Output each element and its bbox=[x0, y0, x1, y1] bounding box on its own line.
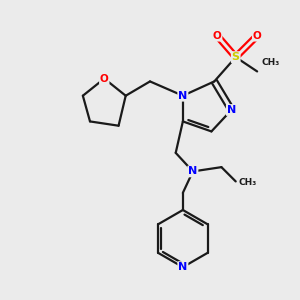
Text: N: N bbox=[178, 91, 188, 101]
Text: S: S bbox=[232, 52, 240, 62]
Text: CH₃: CH₃ bbox=[261, 58, 280, 67]
Text: N: N bbox=[188, 167, 197, 176]
Text: CH₃: CH₃ bbox=[238, 178, 257, 188]
Text: O: O bbox=[213, 31, 221, 41]
Text: O: O bbox=[253, 31, 262, 41]
Text: O: O bbox=[100, 74, 109, 84]
Text: N: N bbox=[178, 262, 188, 272]
Text: N: N bbox=[227, 105, 236, 115]
